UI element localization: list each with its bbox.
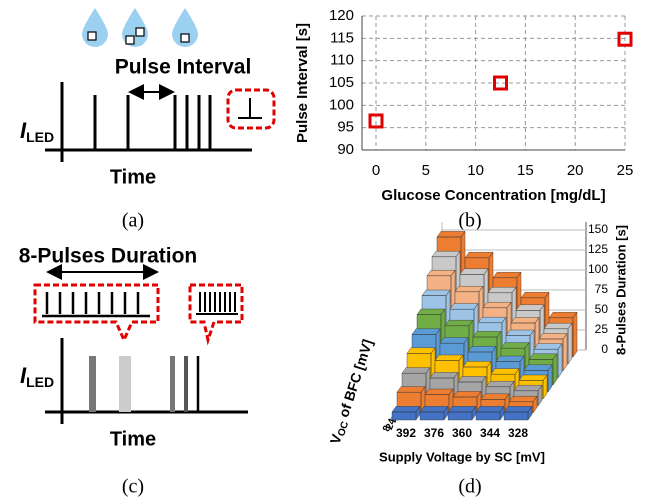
x-tick-label: 20 [567,162,584,179]
depth-tick-label: 8 [381,424,393,433]
panel-label: (c) [122,476,144,498]
depth-title-rest: of BFC [mV] [334,337,375,423]
x-axis-title: Supply Voltage by SC [mV] [379,449,545,464]
ylabel-sub: LED [26,129,54,145]
z-tick-label: 0 [601,342,608,356]
y-tick-label: 115 [330,29,354,46]
drops [82,8,198,47]
panel-c-xlabel: Time [110,428,156,450]
x-tick-label: 360 [452,426,472,440]
marker [617,31,633,47]
ylabel-main: I [20,363,27,388]
x-tick-label: 25 [617,162,634,179]
panel-label: (a) [122,210,144,232]
y-tick-label: 95 [337,119,354,136]
panel-a-ylabel: ILED [20,118,54,145]
z-tick-label: 150 [588,222,608,236]
depth-axis-title: VOC of BFC [mV] [326,337,377,446]
x-tick-label: 10 [467,162,484,179]
z-tick-label: 75 [595,282,609,296]
y-tick-label: 100 [329,96,354,113]
depth-title-sub: OC [336,420,351,438]
panel-a-title: Pulse Interval [115,56,252,79]
marker [368,113,384,129]
x-tick-label: 392 [396,426,416,440]
bar [419,405,449,421]
x-tick-label: 5 [422,162,430,179]
panel-c-title: 8-Pulses Duration [19,245,198,268]
bar [475,405,505,421]
z-tick-label: 25 [595,322,609,336]
pulse-diagram-c [33,264,248,424]
bar [503,405,533,421]
z-axis-title: 8-Pulses Duration [s] [613,225,628,355]
panel-a-xlabel: Time [110,166,156,188]
z-tick-label: 100 [588,262,608,276]
ylabel-sub: LED [26,374,54,390]
z-tick-label: 50 [595,302,609,316]
y-axis-title: Pulse Interval [s] [294,23,311,143]
panel-c-ylabel: ILED [20,363,54,390]
bar [391,405,421,421]
marker [493,75,508,91]
x-axis-title: Glucose Concentration [mg/dL] [381,187,605,204]
y-tick-label: 110 [330,52,354,69]
pulse-diagram-a [45,82,276,162]
x-tick-label: 376 [424,426,444,440]
panel-label: (b) [458,210,481,232]
z-tick-label: 125 [588,242,608,256]
x-tick-label: 328 [508,426,528,440]
y-tick-label: 120 [329,7,354,24]
x-tick-label: 15 [517,162,534,179]
ylabel-main: I [20,118,27,143]
bar [447,405,477,421]
depth-tick-label: 24 [384,417,398,432]
panel-label: (d) [458,476,481,498]
y-tick-label: 90 [337,141,354,158]
x-tick-label: 0 [372,162,380,179]
y-tick-label: 105 [329,74,354,91]
x-tick-label: 344 [480,426,500,440]
